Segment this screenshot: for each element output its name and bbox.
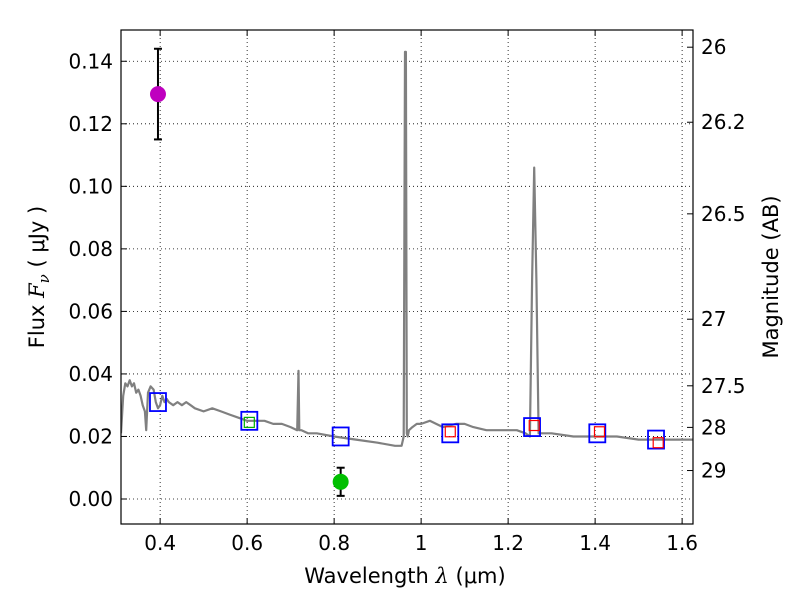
y2-tick-label: 27 [701, 307, 726, 331]
detection-point [332, 473, 349, 490]
observed-photometry-square [593, 426, 606, 438]
spectrum-line [121, 50, 693, 447]
y-tick-label: 0.12 [68, 112, 113, 136]
x-tick-label: 1.4 [579, 531, 611, 555]
plot-frame [120, 29, 694, 525]
detection-point [149, 86, 166, 103]
observed-photometry-square [528, 419, 540, 432]
x-tick-label: 1.2 [492, 531, 524, 555]
x-tick-label: 0.8 [318, 531, 350, 555]
y-tick-label: 0.02 [68, 424, 113, 448]
y2-tick-label: 28 [701, 415, 726, 439]
y-tick-label: 0.10 [68, 174, 113, 198]
y-tick-label: 0.06 [68, 299, 113, 323]
y2-axis-title: Magnitude (AB) [759, 195, 783, 358]
model-photometry-square [441, 423, 460, 444]
model-photometry-square [149, 392, 167, 412]
model-photometry-square [331, 426, 350, 447]
x-tick-label: 0.6 [231, 531, 263, 555]
ticks: 0.4 0.6 0.8 1 1.2 1.4 1.6 0.00 0.02 0.04 0.06 0.08 0… [68, 30, 746, 555]
y-axis-title: Flux Fν ( μJy ) [25, 206, 53, 348]
model-photometry-square [240, 410, 259, 431]
model-photometry-square [647, 429, 665, 450]
y-tick-label: 0.00 [68, 487, 113, 511]
model-photometry-square [588, 423, 607, 444]
y-tick-label: 0.08 [68, 237, 113, 261]
x-tick-label: 1.6 [666, 531, 698, 555]
y-tick-label: 0.04 [68, 362, 113, 386]
observed-photometry-square [243, 416, 255, 428]
y2-tick-label: 26.2 [701, 110, 746, 134]
plot-area [121, 50, 693, 447]
observed-photometry-square [444, 426, 456, 438]
x-tick-label: 1 [415, 531, 428, 555]
x-tick-label: 0.4 [144, 531, 176, 555]
observed-photometry-square [652, 437, 664, 449]
y2-tick-label: 27.5 [701, 374, 746, 398]
markers [149, 47, 665, 497]
y2-tick-label: 26.5 [701, 202, 746, 226]
model-photometry-square [523, 417, 541, 437]
x-axis-title: Wavelength λ (μm) [304, 564, 505, 588]
y-tick-label: 0.14 [68, 49, 113, 73]
y2-tick-label: 29 [701, 459, 726, 483]
y2-tick-label: 26 [701, 35, 726, 59]
